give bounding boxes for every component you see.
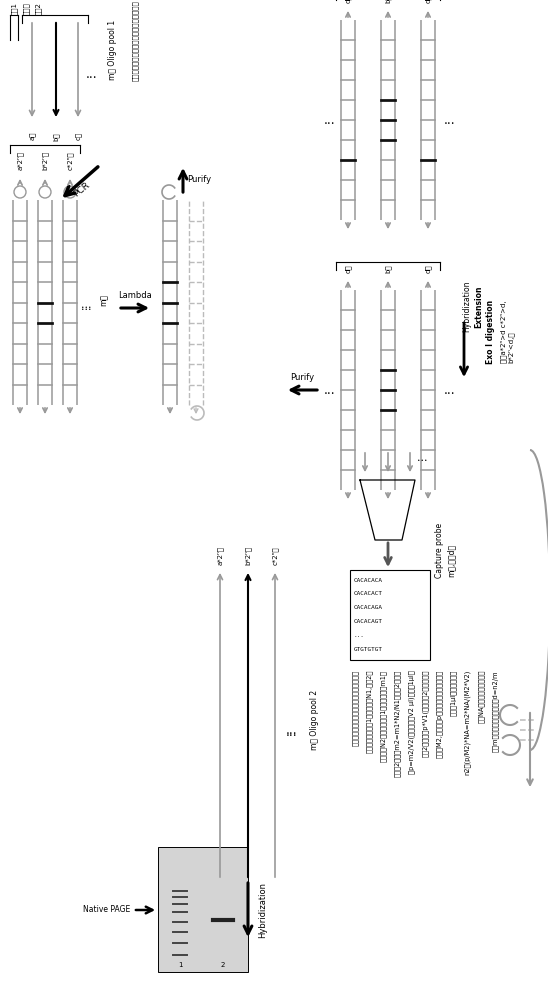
Text: 若有m种分子，则平均分子数d=n2/m: 若有m种分子，则平均分子数d=n2/m	[492, 670, 499, 752]
Circle shape	[39, 186, 51, 198]
Text: Hybridization: Hybridization	[462, 280, 471, 332]
Text: Extension: Extension	[474, 285, 483, 328]
Text: 可以循环多次，每次循环都使得其更为均一: 可以循环多次，每次循环都使得其更为均一	[132, 0, 139, 81]
Text: b*2ⁿ条: b*2ⁿ条	[245, 546, 252, 565]
Text: 均分子数。如孔道1的灰度值为N1,孔道2的: 均分子数。如孔道1的灰度值为N1,孔道2的	[366, 670, 373, 753]
Text: a*2ⁿ条: a*2ⁿ条	[216, 546, 223, 565]
Text: Purify: Purify	[187, 176, 211, 184]
Text: ...: ...	[444, 383, 456, 396]
Text: b条: b条	[385, 264, 391, 273]
Text: d条: d条	[345, 0, 351, 3]
Text: ...: ...	[324, 383, 336, 396]
Text: Hybridization: Hybridization	[258, 882, 267, 938]
Text: 1: 1	[178, 962, 182, 968]
Text: 灰度值为N2，并已知孔道1的样品质量为m1，: 灰度值为N2，并已知孔道1的样品质量为m1，	[380, 670, 386, 762]
Text: a*2ⁿ条: a*2ⁿ条	[16, 151, 24, 170]
Text: Lambda: Lambda	[118, 291, 152, 300]
Text: ...: ...	[354, 633, 365, 638]
Text: d条: d条	[425, 264, 431, 273]
Text: ...: ...	[286, 724, 298, 736]
Text: d条: d条	[345, 264, 351, 273]
Text: 假设a*2ⁿ>d c*2ⁿ>d,
b*2ⁿ<d,则: 假设a*2ⁿ>d c*2ⁿ>d, b*2ⁿ<d,则	[500, 300, 514, 363]
Text: CACACACT: CACACACT	[354, 591, 383, 596]
Text: c*2ⁿ条: c*2ⁿ条	[272, 546, 278, 565]
Text: ...: ...	[324, 113, 336, 126]
Text: Native PAGE: Native PAGE	[83, 906, 130, 914]
Text: m种 Oligo pool 2: m种 Oligo pool 2	[310, 690, 319, 750]
Text: 引物1: 引物1	[11, 2, 18, 15]
Text: 引物2: 引物2	[35, 2, 41, 15]
Bar	[350, 570, 430, 660]
Text: ...: ...	[286, 726, 298, 738]
Text: a条: a条	[28, 132, 35, 140]
Text: Exo I digestion: Exo I digestion	[486, 300, 495, 364]
Text: CACACAGT: CACACAGT	[354, 619, 383, 624]
Text: 通过灰度分析标准物与目标样品，计算出平: 通过灰度分析标准物与目标样品，计算出平	[352, 670, 358, 746]
Circle shape	[64, 186, 76, 198]
Text: d条: d条	[425, 0, 431, 3]
Text: ...: ...	[81, 300, 92, 310]
Text: 其中NA为阿伏伽德罗常数，: 其中NA为阿伏伽德罗常数，	[478, 670, 484, 723]
Text: c条: c条	[75, 132, 81, 140]
Text: m种: m种	[100, 294, 109, 306]
Text: 样品2的质量为p*V1(已知样品2的相对分子: 样品2的质量为p*V1(已知样品2的相对分子	[422, 670, 429, 757]
Text: ...: ...	[81, 302, 92, 312]
Text: 质量为M2,的质量为p，已知样品中总分子数内: 质量为M2,的质量为p，已知样品中总分子数内	[436, 670, 443, 758]
Text: b条: b条	[53, 132, 59, 141]
Text: m种,每种d条: m种,每种d条	[447, 543, 456, 577]
Text: 2: 2	[221, 962, 225, 968]
Text: 那么在1μl中总分子数内: 那么在1μl中总分子数内	[450, 670, 456, 716]
Text: CACACAGA: CACACAGA	[354, 605, 383, 610]
Text: 为p=m2/V2(上样体积为V2 μl)。则在1μl中: 为p=m2/V2(上样体积为V2 μl)。则在1μl中	[408, 670, 415, 774]
Text: Capture probe: Capture probe	[435, 522, 444, 578]
Text: 条形码: 条形码	[22, 2, 29, 15]
Text: CACACACA: CACACACA	[354, 578, 383, 582]
Text: PCR: PCR	[72, 180, 92, 198]
Circle shape	[14, 186, 26, 198]
Text: ...: ...	[86, 68, 98, 82]
Text: ...: ...	[416, 453, 427, 463]
Text: Purify: Purify	[290, 373, 314, 382]
Text: b条: b条	[385, 0, 391, 3]
Text: b*2ⁿ条: b*2ⁿ条	[42, 151, 48, 170]
Text: m种 Oligo pool 1: m种 Oligo pool 1	[108, 20, 117, 80]
Text: GTGTGTGT: GTGTGTGT	[354, 647, 383, 652]
Text: 则样品2的质量m2=m1*N2/N1。样品2的浓度: 则样品2的质量m2=m1*N2/N1。样品2的浓度	[394, 670, 401, 777]
Text: ...: ...	[444, 113, 456, 126]
Text: n2＝(p/M2)*NA=m2*NA/(M2*V2): n2＝(p/M2)*NA=m2*NA/(M2*V2)	[464, 670, 471, 775]
Text: c*2ⁿ条: c*2ⁿ条	[67, 151, 73, 170]
Bar	[158, 847, 248, 972]
